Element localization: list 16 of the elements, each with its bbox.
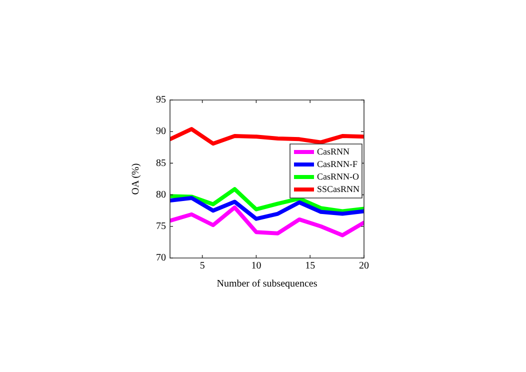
y-tick-label: 95 [156,94,166,106]
y-axis-title: OA (%) [130,163,142,195]
y-tick-label: 90 [156,126,166,138]
legend-label: SSCasRNN [317,184,360,194]
x-axis-title: Number of subsequences [216,278,318,290]
x-tick-label: 5 [200,260,205,272]
x-tick-label: 10 [251,260,262,272]
y-tick-label: 75 [156,221,166,232]
legend-label: CasRNN-O [317,171,360,182]
x-tick-label: 20 [359,260,369,272]
x-tick-label: 15 [305,260,316,272]
y-tick-label: 85 [156,158,166,169]
legend-label: CasRNN [317,146,350,156]
y-tick-label: 70 [156,252,166,264]
y-tick-label: 80 [156,189,166,200]
legend-label: CasRNN-F [317,158,358,169]
